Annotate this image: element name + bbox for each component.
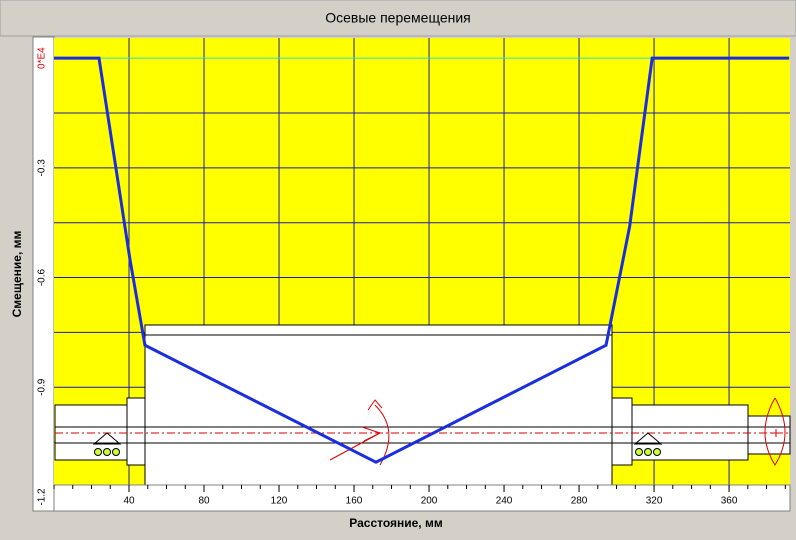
shaft-drawing <box>329 426 382 461</box>
shaft-drawing <box>144 324 613 486</box>
title-bar <box>0 0 796 37</box>
shaft-drawing <box>126 397 146 466</box>
shaft-drawing <box>611 397 633 466</box>
x-tick-label: 200 <box>421 496 438 507</box>
y-tick-label: -1.2 <box>37 488 48 506</box>
x-tick-label: 120 <box>271 496 288 507</box>
support-roller <box>94 448 102 456</box>
y-tick-label: 0*E4 <box>37 47 48 69</box>
data-line <box>54 56 790 464</box>
x-tick-label: 160 <box>346 496 363 507</box>
x-tick-label: 80 <box>198 496 210 507</box>
y-tick-label: -0.3 <box>37 159 48 177</box>
x-tick-label: 320 <box>646 496 663 507</box>
plot: 0*E4 -0.3 -0.6 -0.9 -1.2 40 80 120 160 200 240 280 3… <box>37 38 791 512</box>
y-tick-label: -0.6 <box>37 269 48 287</box>
y-tick-label: -0.9 <box>37 378 48 396</box>
x-ruler <box>53 484 791 512</box>
support-roller <box>112 448 120 456</box>
shaft-drawing <box>772 429 780 437</box>
support-roller <box>644 448 652 456</box>
support-roller <box>653 448 661 456</box>
x-tick-label: 240 <box>496 496 513 507</box>
x-tick-label: 280 <box>571 496 588 507</box>
y-axis-label: Смещение, мм <box>10 231 24 318</box>
chart-title: Осевые перемещения <box>325 10 470 26</box>
support-roller <box>103 448 111 456</box>
shaft-drawing <box>92 432 122 445</box>
x-tick-label: 40 <box>123 496 135 507</box>
x-axis-label: Расстояние, мм <box>349 516 443 530</box>
shaft-drawing <box>633 432 663 445</box>
support-roller <box>635 448 643 456</box>
x-tick-label: 360 <box>721 496 738 507</box>
shaft-drawing <box>764 397 786 466</box>
